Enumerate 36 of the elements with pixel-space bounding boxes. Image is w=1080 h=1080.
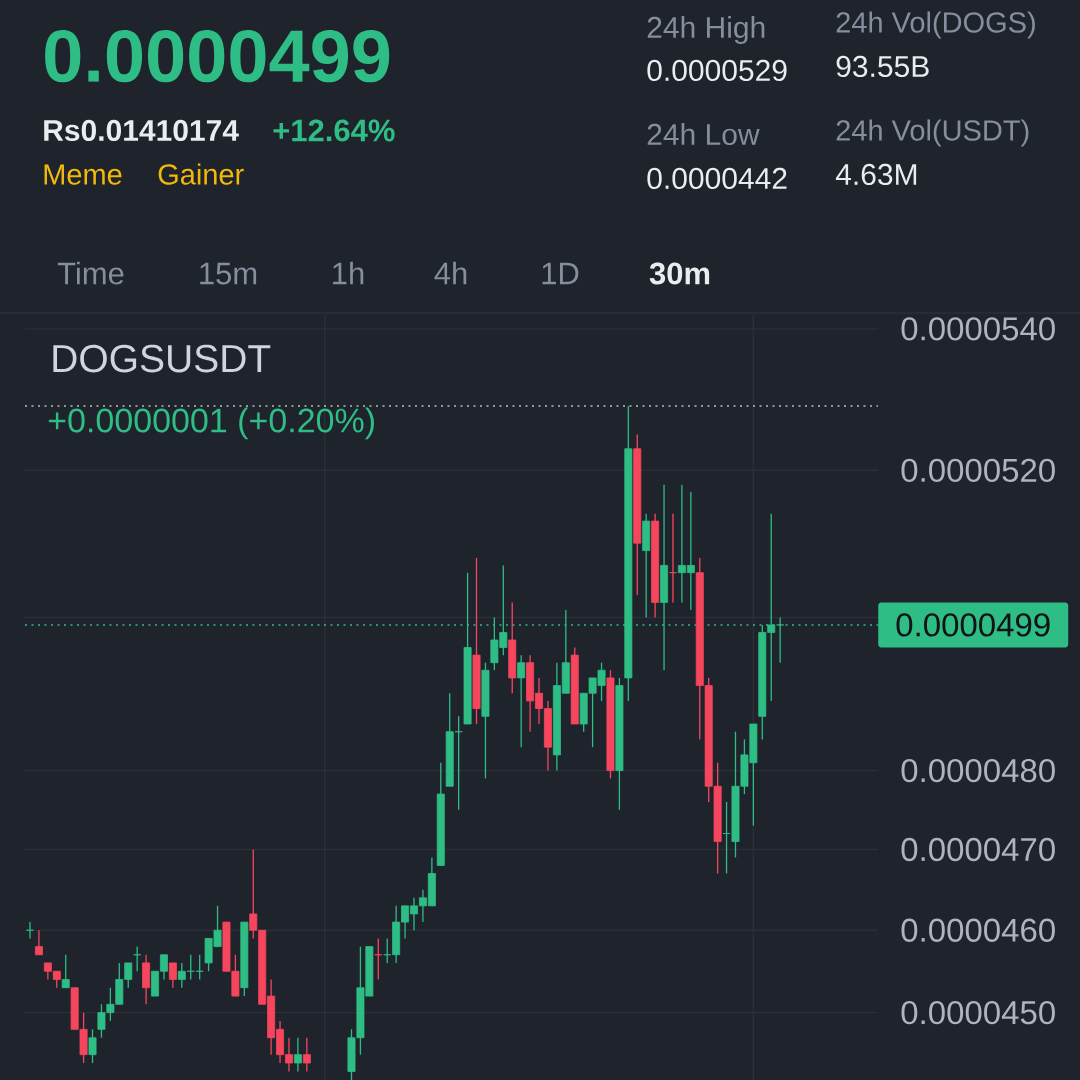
text: Rs0.01410174 [44, 119, 239, 142]
candlestick [302, 1037, 311, 1073]
text: 4.63M [835, 163, 917, 186]
ref-line-label: 0.0000499 [896, 613, 1050, 637]
text: +0.0000001 (+0.20%) [48, 407, 374, 440]
y-tick-label: 0.0000450 [901, 1000, 1055, 1025]
text: 24h Vol(USDT) [836, 119, 1029, 147]
text: 24h High [647, 16, 765, 45]
text: +12.64% [273, 119, 395, 142]
text: Meme [44, 164, 122, 185]
text: 93.55B [836, 55, 929, 78]
candlestick [293, 1037, 302, 1073]
y-tick-label: 0.0000460 [901, 918, 1055, 942]
candlestick [61, 954, 70, 989]
text: 0.0000499 [45, 29, 390, 83]
text: 24h Low [647, 123, 760, 146]
text: 0.0000529 [647, 59, 787, 82]
text: 0.0000442 [647, 167, 787, 190]
candlestick [517, 654, 526, 748]
text: 30m [649, 262, 710, 285]
candlestick [88, 1028, 97, 1064]
text: 1D [542, 262, 579, 285]
candlestick [34, 929, 43, 956]
candlestick [168, 962, 177, 989]
text: 15m [200, 262, 257, 285]
y-tick-label: 0.0000540 [901, 317, 1055, 341]
y-tick-label: 0.0000520 [901, 458, 1055, 483]
text: Time [57, 261, 124, 285]
text: 24h Vol(DOGS) [836, 11, 1035, 39]
y-tick-label: 0.0000480 [901, 758, 1055, 783]
text: Gainer [158, 163, 244, 185]
candlestick [776, 616, 785, 664]
text: DOGSUSDT [53, 344, 271, 373]
text: 4h [434, 261, 467, 285]
y-tick-label: 0.0000470 [901, 837, 1055, 862]
text: 1h [333, 261, 364, 285]
